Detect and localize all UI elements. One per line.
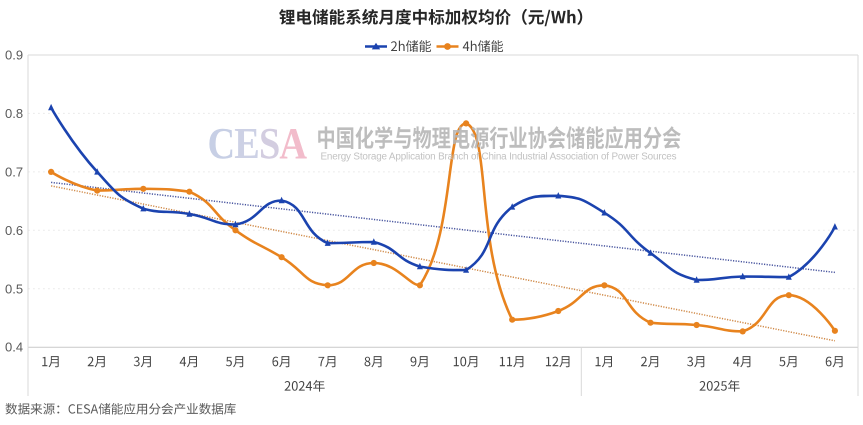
svg-text:Energy Storage Application Bra: Energy Storage Application Branch of Chi…	[321, 152, 677, 163]
svg-text:0.5: 0.5	[5, 281, 23, 296]
svg-text:0.6: 0.6	[5, 223, 23, 238]
svg-text:CESA: CESA	[208, 118, 308, 167]
svg-text:0.8: 0.8	[5, 106, 23, 121]
svg-text:0.4: 0.4	[5, 340, 23, 355]
svg-text:0.9: 0.9	[5, 48, 23, 63]
svg-text:0.7: 0.7	[5, 164, 23, 179]
